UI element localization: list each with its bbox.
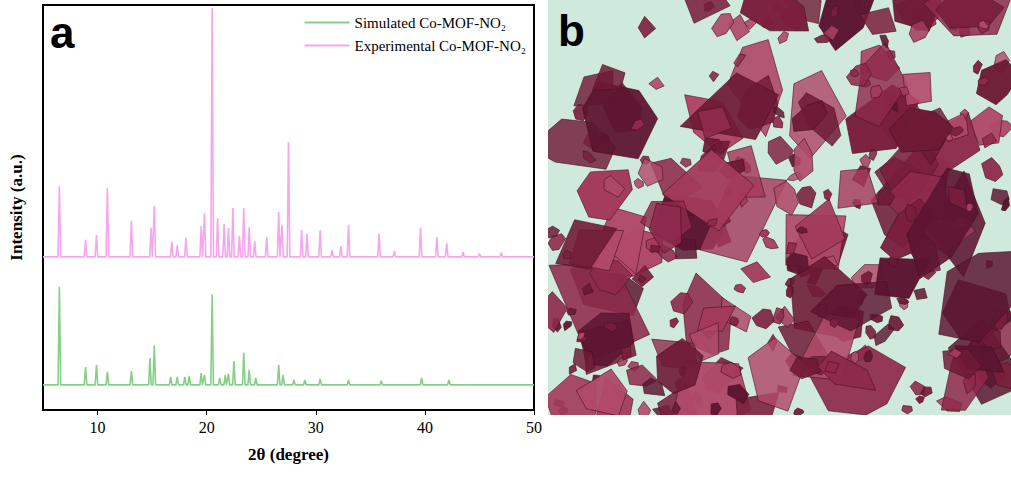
svg-text:Simulated Co-MOF-NO₂: Simulated Co-MOF-NO₂ [355, 15, 506, 31]
svg-text:Intensity (a.u.): Intensity (a.u.) [7, 154, 26, 260]
svg-text:50: 50 [526, 419, 542, 436]
svg-text:a: a [50, 8, 75, 57]
svg-text:2θ (degree): 2θ (degree) [248, 445, 329, 464]
svg-text:20: 20 [199, 419, 215, 436]
svg-text:b: b [558, 6, 585, 55]
svg-text:Experimental Co-MOF-NO₂: Experimental Co-MOF-NO₂ [355, 38, 526, 54]
svg-text:10: 10 [90, 419, 106, 436]
svg-text:30: 30 [308, 419, 324, 436]
svg-text:40: 40 [417, 419, 433, 436]
